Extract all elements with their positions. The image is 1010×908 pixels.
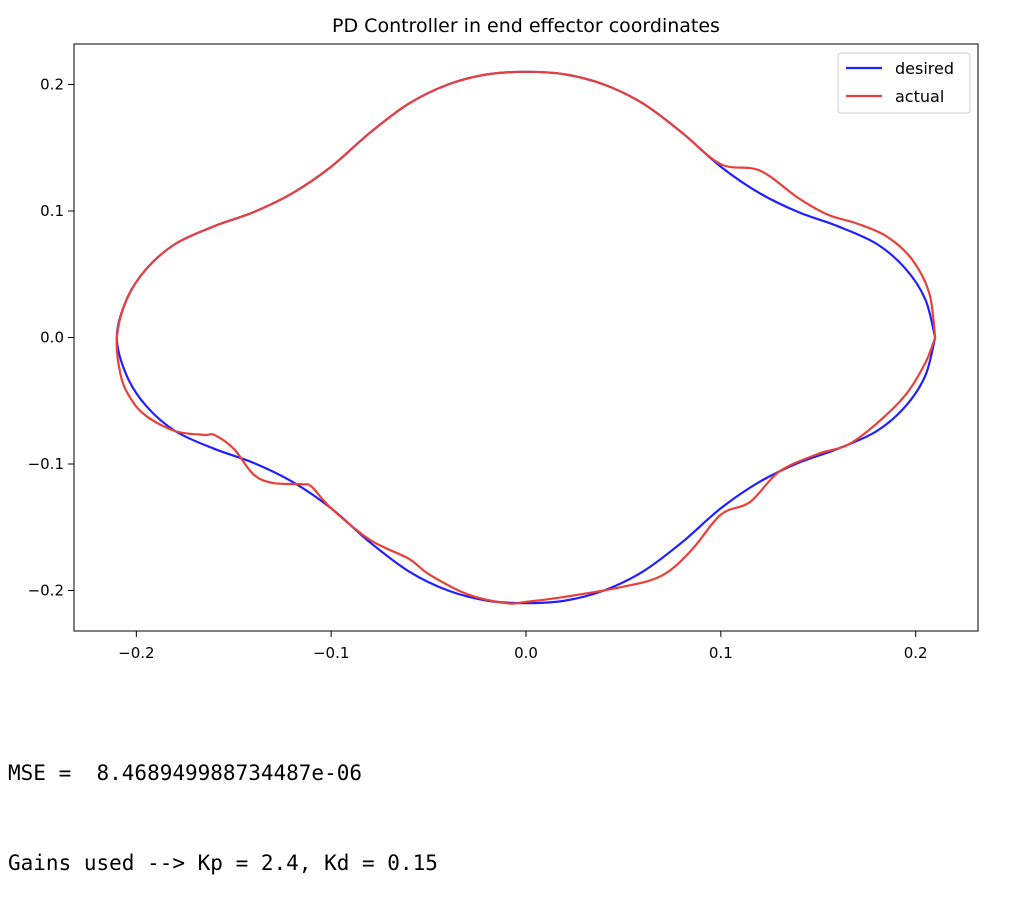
- series-layer: [115, 70, 937, 605]
- chart-title: PD Controller in end effector coordinate…: [332, 15, 720, 37]
- y-tick-label: −0.2: [28, 582, 64, 600]
- output-text: MSE = 8.468949988734487e-06 Gains used -…: [8, 698, 438, 908]
- legend-label-actual: actual: [895, 87, 944, 106]
- y-tick-label: 0.0: [40, 329, 64, 347]
- legend-label-desired: desired: [895, 59, 954, 78]
- gains-line: Gains used --> Kp = 2.4, Kd = 0.15: [8, 851, 438, 875]
- x-axis-ticks: −0.2 −0.1 0.0 0.1 0.2: [118, 631, 928, 662]
- y-axis-ticks: 0.2 0.1 0.0 −0.1 −0.2: [28, 75, 74, 600]
- x-tick-label: −0.1: [313, 644, 349, 662]
- mse-line: MSE = 8.468949988734487e-06: [8, 761, 363, 785]
- legend: desired actual: [837, 52, 971, 114]
- y-tick-label: 0.1: [40, 202, 64, 220]
- axes-frame: [73, 43, 979, 632]
- x-tick-label: 0.2: [904, 644, 928, 662]
- x-tick-label: 0.1: [709, 644, 733, 662]
- series-line-actual: [115, 70, 937, 605]
- series-line-desired: [115, 70, 937, 605]
- chart-svg: PD Controller in end effector coordinate…: [28, 15, 979, 662]
- y-tick-label: 0.2: [40, 75, 64, 93]
- y-tick-label: −0.1: [28, 455, 64, 473]
- x-tick-label: 0.0: [514, 644, 538, 662]
- x-tick-label: −0.2: [118, 644, 154, 662]
